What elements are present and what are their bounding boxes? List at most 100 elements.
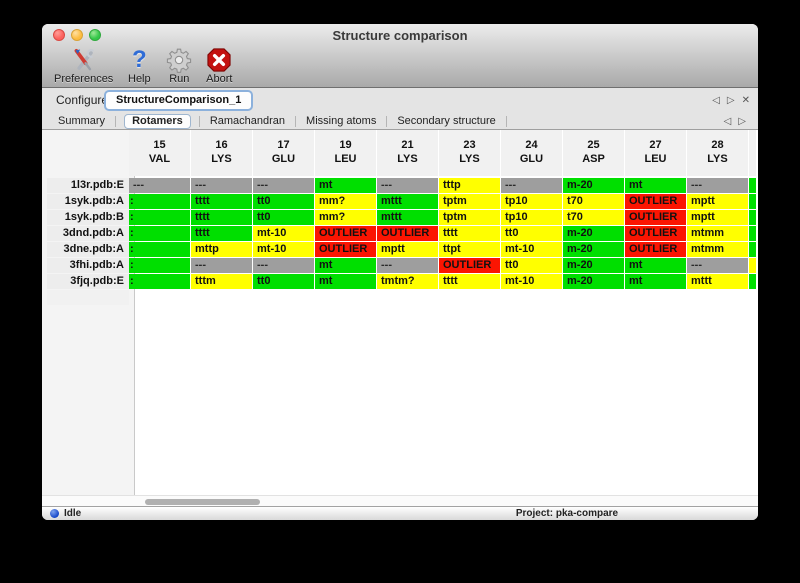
toolbar-run-button[interactable]: Run bbox=[165, 47, 193, 85]
row-label[interactable]: 3dne.pdb:A bbox=[47, 242, 129, 257]
rotamer-cell[interactable]: tp10 bbox=[501, 210, 562, 225]
row-label[interactable]: 3dnd.pdb:A bbox=[47, 226, 129, 241]
tab-missing-atoms[interactable]: Missing atoms bbox=[306, 115, 377, 127]
rotamer-cell-partial[interactable] bbox=[749, 210, 756, 225]
rotamer-cell[interactable]: mttp bbox=[191, 242, 252, 257]
rotamer-cell-partial[interactable] bbox=[749, 258, 756, 273]
rotamer-cell[interactable]: m-20 bbox=[563, 178, 624, 193]
config-close-icon[interactable]: ✕ bbox=[741, 95, 750, 106]
rotamer-cell[interactable]: tt0 bbox=[253, 274, 314, 289]
rotamer-cell[interactable]: OUTLIER bbox=[625, 210, 686, 225]
rotamer-cell[interactable]: OUTLIER bbox=[439, 258, 500, 273]
rotamer-cell-partial[interactable] bbox=[749, 178, 756, 193]
toolbar-preferences-button[interactable]: Preferences bbox=[54, 47, 113, 85]
rotamer-cell[interactable]: : bbox=[129, 210, 190, 225]
rotamer-cell[interactable]: tttt bbox=[439, 226, 500, 241]
rotamer-cell[interactable]: mt-10 bbox=[501, 274, 562, 289]
rotamer-cell[interactable]: OUTLIER bbox=[377, 226, 438, 241]
tab-secondary-structure[interactable]: Secondary structure bbox=[397, 115, 496, 127]
config-scroll-left-icon[interactable]: ◁ bbox=[712, 95, 720, 106]
rotamer-cell[interactable]: mm? bbox=[315, 210, 376, 225]
row-label[interactable]: 1syk.pdb:B bbox=[47, 210, 129, 225]
rotamer-cell-partial[interactable] bbox=[749, 242, 756, 257]
rotamer-cell[interactable]: tmtm? bbox=[377, 274, 438, 289]
rotamer-cell[interactable]: tptm bbox=[439, 194, 500, 209]
rotamer-cell[interactable]: --- bbox=[377, 258, 438, 273]
rotamer-cell[interactable]: t70 bbox=[563, 194, 624, 209]
rotamer-cell[interactable]: mttt bbox=[377, 194, 438, 209]
rotamer-cell[interactable]: mt-10 bbox=[501, 242, 562, 257]
rotamer-cell[interactable]: tttt bbox=[439, 274, 500, 289]
rotamer-cell[interactable]: mptt bbox=[377, 242, 438, 257]
rotamer-cell[interactable]: OUTLIER bbox=[625, 242, 686, 257]
rotamer-cell[interactable]: : bbox=[129, 274, 190, 289]
rotamer-cell[interactable]: tttt bbox=[191, 226, 252, 241]
close-window-button[interactable] bbox=[53, 29, 65, 41]
rotamer-cell[interactable]: m-20 bbox=[563, 226, 624, 241]
rotamer-cell[interactable]: mt-10 bbox=[253, 226, 314, 241]
toolbar-abort-button[interactable]: Abort bbox=[205, 47, 233, 85]
rotamer-cell[interactable]: tt0 bbox=[501, 258, 562, 273]
rotamer-cell[interactable]: OUTLIER bbox=[625, 226, 686, 241]
rotamer-cell[interactable]: tttt bbox=[191, 194, 252, 209]
rotamer-cell[interactable]: ttpt bbox=[439, 242, 500, 257]
rotamer-cell[interactable]: tt0 bbox=[253, 194, 314, 209]
rotamer-cell[interactable]: --- bbox=[377, 178, 438, 193]
tab-ramachandran[interactable]: Ramachandran bbox=[209, 115, 286, 127]
rotamer-cell[interactable]: --- bbox=[191, 258, 252, 273]
rotamer-cell[interactable]: mtmm bbox=[687, 226, 748, 241]
rotamer-cell-partial[interactable] bbox=[749, 194, 756, 209]
rotamer-cell[interactable]: tttm bbox=[191, 274, 252, 289]
rotamer-cell[interactable]: --- bbox=[253, 258, 314, 273]
rotamer-cell[interactable]: tttp bbox=[439, 178, 500, 193]
rotamer-cell[interactable]: mttt bbox=[687, 274, 748, 289]
row-label[interactable]: 1syk.pdb:A bbox=[47, 194, 129, 209]
rotamer-cell[interactable]: : bbox=[129, 242, 190, 257]
toolbar-help-button[interactable]: ? Help bbox=[125, 47, 153, 86]
rotamer-cell[interactable]: tt0 bbox=[501, 226, 562, 241]
rotamer-cell[interactable]: tt0 bbox=[253, 210, 314, 225]
scrollbar-thumb[interactable] bbox=[145, 499, 260, 505]
rotamer-cell[interactable]: tptm bbox=[439, 210, 500, 225]
rotamer-cell[interactable]: m-20 bbox=[563, 274, 624, 289]
rotamer-cell[interactable]: mttt bbox=[377, 210, 438, 225]
rotamer-cell-partial[interactable] bbox=[749, 226, 756, 241]
row-label[interactable]: 1l3r.pdb:E bbox=[47, 178, 129, 193]
row-label[interactable]: 3fhi.pdb:A bbox=[47, 258, 129, 273]
rotamer-cell[interactable]: --- bbox=[253, 178, 314, 193]
rotamer-cell[interactable]: mm? bbox=[315, 194, 376, 209]
rotamer-cell[interactable]: t70 bbox=[563, 210, 624, 225]
rotamer-cell[interactable]: --- bbox=[687, 258, 748, 273]
horizontal-scrollbar[interactable] bbox=[42, 495, 758, 506]
rotamer-cell[interactable]: mt bbox=[625, 274, 686, 289]
rotamer-cell[interactable]: mt-10 bbox=[253, 242, 314, 257]
rotamer-cell[interactable]: --- bbox=[129, 178, 190, 193]
rotamer-cell[interactable]: tp10 bbox=[501, 194, 562, 209]
rotamer-cell[interactable]: mt bbox=[315, 178, 376, 193]
rotamer-cell-partial[interactable] bbox=[749, 274, 756, 289]
rotamer-cell[interactable]: mt bbox=[315, 258, 376, 273]
rotamer-cell[interactable]: m-20 bbox=[563, 242, 624, 257]
rotamer-cell[interactable]: tttt bbox=[191, 210, 252, 225]
rotamer-cell[interactable]: --- bbox=[191, 178, 252, 193]
rotamer-cell[interactable]: OUTLIER bbox=[315, 242, 376, 257]
zoom-window-button[interactable] bbox=[89, 29, 101, 41]
rotamer-cell[interactable]: --- bbox=[687, 178, 748, 193]
configuration-tab[interactable]: StructureComparison_1 bbox=[104, 90, 254, 111]
rotamer-cell[interactable]: --- bbox=[501, 178, 562, 193]
rotamer-cell[interactable]: mt bbox=[625, 258, 686, 273]
rotamer-cell[interactable]: : bbox=[129, 258, 190, 273]
tab-scroll-left-icon[interactable]: ◁ bbox=[723, 115, 732, 127]
row-label[interactable]: 3fjq.pdb:E bbox=[47, 274, 129, 289]
rotamer-cell[interactable]: mt bbox=[315, 274, 376, 289]
titlebar[interactable]: Structure comparison bbox=[42, 24, 758, 46]
rotamer-cell[interactable]: mt bbox=[625, 178, 686, 193]
rotamer-cell[interactable]: : bbox=[129, 226, 190, 241]
minimize-window-button[interactable] bbox=[71, 29, 83, 41]
rotamer-cell[interactable]: OUTLIER bbox=[625, 194, 686, 209]
rotamer-cell[interactable]: m-20 bbox=[563, 258, 624, 273]
rotamer-cell[interactable]: OUTLIER bbox=[315, 226, 376, 241]
rotamer-cell[interactable]: mtmm bbox=[687, 242, 748, 257]
tab-summary[interactable]: Summary bbox=[58, 115, 106, 127]
rotamer-cell[interactable]: mptt bbox=[687, 194, 748, 209]
